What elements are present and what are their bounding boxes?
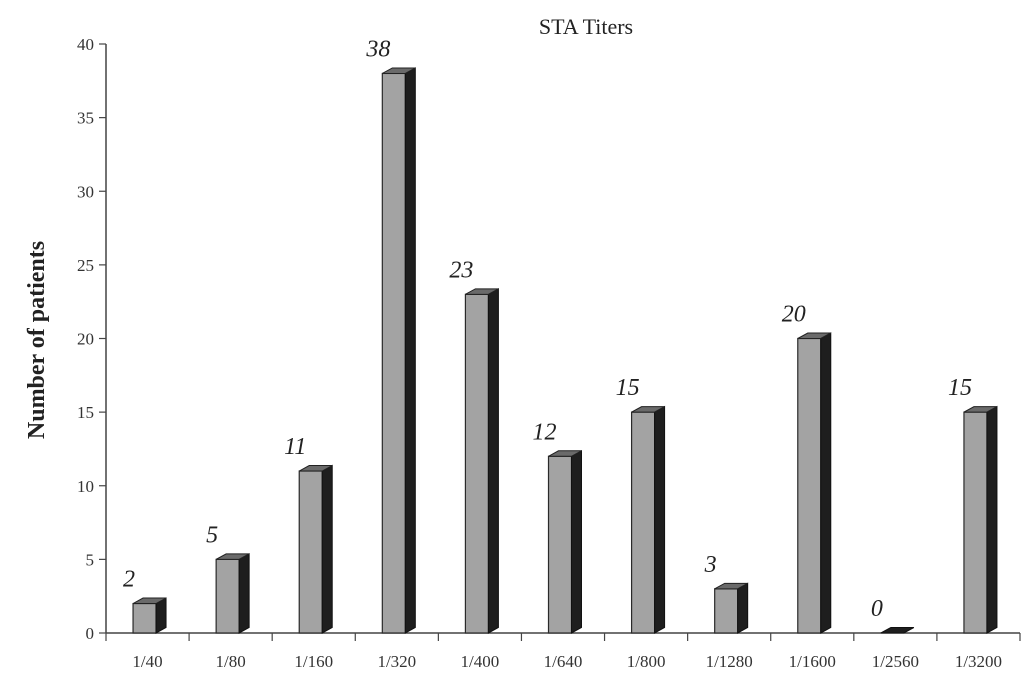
x-tick-label: 1/80 <box>216 652 246 671</box>
x-tick-label: 1/400 <box>461 652 500 671</box>
data-label: 15 <box>948 375 972 401</box>
bar-side <box>321 464 333 634</box>
data-label: 12 <box>533 419 557 445</box>
bar-side <box>737 582 749 634</box>
y-axis-label: Number of patients <box>24 241 50 439</box>
bar <box>215 553 250 634</box>
y-tick-label: 5 <box>86 550 95 569</box>
data-label: 2 <box>123 567 135 593</box>
bar <box>547 449 582 634</box>
x-tick-label: 1/1600 <box>789 652 836 671</box>
x-tick-label: 1/640 <box>544 652 583 671</box>
bar <box>797 332 832 634</box>
data-label: 5 <box>206 522 218 548</box>
x-axis: 1/40 1/80 1/160 1/320 1/400 1/640 1/800 1/1280 1… <box>105 632 1021 671</box>
bar-top <box>797 332 832 339</box>
bar-side <box>487 287 499 634</box>
data-label: 11 <box>284 434 306 460</box>
bar-side <box>986 405 998 634</box>
bar-front <box>464 293 490 634</box>
y-tick-label: 35 <box>77 109 94 128</box>
y-tick-label: 20 <box>77 330 94 349</box>
bar-top <box>963 406 998 413</box>
y-axis: 0 5 10 15 20 25 30 35 40 <box>77 35 107 643</box>
bar <box>298 464 333 634</box>
bar-front <box>714 588 739 634</box>
bar-side <box>238 553 250 634</box>
bar <box>714 582 749 634</box>
y-tick-label: 15 <box>77 403 94 422</box>
bar-top <box>382 67 416 74</box>
bar-top <box>880 627 915 634</box>
bar <box>381 67 416 634</box>
x-tick-label: 1/40 <box>132 652 162 671</box>
bar-front <box>797 337 822 634</box>
x-tick-label: 1/3200 <box>955 652 1002 671</box>
bar-front <box>215 558 240 634</box>
x-tick-label: 1/160 <box>294 652 333 671</box>
bar-side <box>820 332 832 634</box>
bar-top <box>298 465 333 472</box>
bar <box>464 287 499 634</box>
bar <box>630 405 666 634</box>
y-tick-label: 40 <box>77 35 94 54</box>
x-tick-label: 1/800 <box>627 652 666 671</box>
bar <box>132 597 167 634</box>
chart-title: STA Titers <box>539 14 633 39</box>
bars <box>132 67 998 634</box>
bar-side <box>404 67 416 634</box>
bar-top <box>215 553 250 560</box>
bar-top <box>465 288 499 295</box>
y-tick-label: 30 <box>77 182 94 201</box>
bar <box>963 405 998 634</box>
x-tick-label: 1/320 <box>377 652 416 671</box>
data-label: 20 <box>782 302 806 328</box>
data-label: 3 <box>704 552 717 578</box>
bar-front <box>630 411 656 634</box>
bar-top <box>132 597 167 605</box>
bar-top <box>548 450 582 457</box>
data-labels: 2 5 11 38 23 12 15 3 20 0 15 <box>123 36 972 622</box>
bar-front <box>298 470 323 634</box>
y-tick-label: 0 <box>86 624 95 643</box>
bar-side <box>571 449 582 634</box>
bar-front <box>132 602 157 634</box>
bar-top <box>714 582 748 590</box>
data-label: 23 <box>449 257 473 283</box>
y-tick-label: 10 <box>77 477 94 496</box>
bar-side <box>654 405 666 634</box>
x-tick-label: 1/1280 <box>706 652 753 671</box>
bar-top <box>631 406 665 413</box>
data-label: 15 <box>616 375 640 401</box>
bar-front <box>963 411 988 634</box>
y-tick-label: 25 <box>77 256 94 275</box>
data-label: 0 <box>871 596 883 622</box>
data-label: 38 <box>365 36 390 62</box>
bar-front <box>547 455 573 634</box>
bar <box>880 627 915 634</box>
x-tick-label: 1/2560 <box>872 652 919 671</box>
bar-front <box>381 72 406 634</box>
